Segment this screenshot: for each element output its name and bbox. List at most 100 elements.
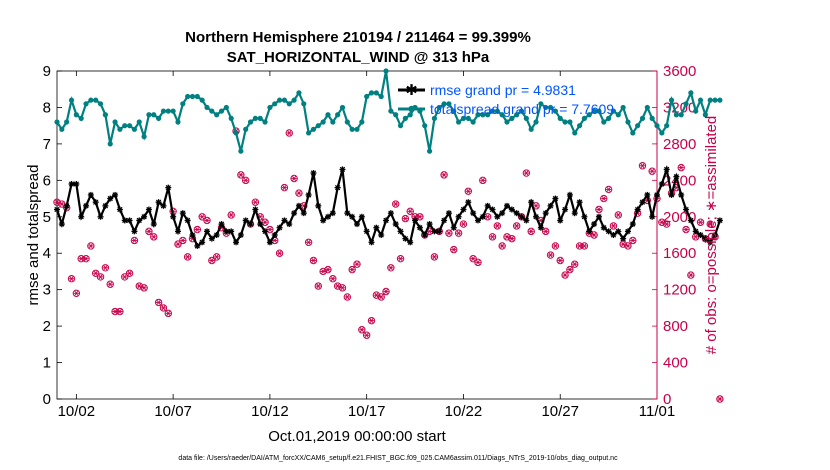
obs-point [145, 227, 153, 236]
totalspread-point [552, 108, 558, 114]
totalspread-point [465, 115, 471, 121]
totalspread-point [625, 119, 631, 125]
obs-point [614, 211, 622, 219]
y-tick-label-left: 7 [43, 136, 51, 153]
rmse-point [450, 224, 457, 231]
y-tick-label-right: 2800 [663, 136, 696, 153]
totalspread-point [233, 130, 239, 136]
totalspread-point [446, 101, 452, 107]
totalspread-point [160, 108, 167, 114]
y-tick-label-right: 3600 [663, 63, 696, 80]
rmse-point [155, 199, 162, 206]
rmse-point [702, 235, 709, 242]
totalspread-point [620, 104, 626, 111]
totalspread-point [122, 123, 128, 129]
totalspread-point [218, 108, 225, 114]
y-axis-left-ticks: 0 1 2 3 4 5 6 7 8 9 [43, 63, 62, 408]
totalspread-point [717, 97, 723, 103]
rmse-point [402, 235, 409, 242]
rmse-point [513, 210, 520, 217]
obs-point [401, 214, 410, 223]
obs-point [329, 275, 337, 283]
rmse-point [320, 217, 327, 224]
rmse-point [484, 202, 491, 209]
obs-point [367, 316, 376, 325]
totalspread-point [489, 108, 496, 114]
totalspread-point [170, 108, 176, 114]
rmse-point [552, 195, 559, 202]
y-axis-right-label: # of obs: o=possible; ∗=assimilated [703, 116, 720, 355]
rmse-point [334, 184, 341, 191]
rmse-point [586, 228, 593, 235]
totalspread-point [126, 123, 133, 129]
obs-point [512, 222, 521, 230]
rmse-point [266, 239, 273, 246]
obs-point [251, 198, 260, 206]
rmse-point [160, 202, 167, 209]
rmse-point [276, 224, 283, 231]
totalspread-point [151, 112, 157, 118]
rmse-point [199, 239, 206, 246]
totalspread-point [262, 119, 268, 125]
rmse-point [465, 199, 472, 206]
totalspread-point [668, 97, 675, 103]
rmse-point [228, 228, 235, 235]
totalspread-point [315, 123, 321, 129]
rmse-point [213, 232, 220, 238]
rmse-point [654, 191, 660, 198]
obs-point [150, 233, 158, 241]
obs-point [140, 284, 148, 292]
rmse-point [63, 202, 70, 209]
obs-point [638, 162, 647, 170]
obs-point [469, 254, 477, 263]
obs-point [193, 225, 202, 234]
rmse-point [576, 199, 583, 206]
x-tick-label: 10/02 [58, 403, 96, 420]
totalspread-point [635, 123, 641, 129]
totalspread-point [514, 112, 520, 118]
rmse-point [78, 213, 85, 220]
totalspread-point [64, 119, 70, 125]
totalspread-point [368, 90, 375, 96]
totalspread-point [683, 101, 689, 107]
obs-point [474, 258, 482, 267]
totalspread-point [707, 97, 713, 103]
legend-spread-marker [408, 105, 415, 113]
rmse-point [368, 239, 375, 246]
totalspread-point [518, 108, 525, 114]
rmse-point [533, 213, 540, 220]
y-tick-label-left: 8 [43, 99, 51, 116]
rmse-point [595, 213, 602, 220]
totalspread-point [509, 115, 515, 121]
obs-point [406, 207, 414, 216]
rmse-point [537, 224, 544, 231]
obs-point [343, 293, 352, 301]
legend: ✱ rmse grand pr = 4.9831 totalspread gra… [398, 82, 614, 117]
obs-point [696, 218, 705, 226]
rmse-point [339, 166, 346, 173]
y-tick-label-left: 9 [43, 63, 51, 80]
obs-point [154, 298, 163, 307]
obs-point [387, 264, 395, 272]
obs-point [179, 236, 187, 245]
rmse-point [634, 206, 641, 213]
rmse-point [58, 221, 65, 228]
totalspread-point [325, 112, 331, 118]
totalspread-point [606, 115, 612, 121]
obs-point [464, 187, 472, 195]
rmse-point [189, 232, 196, 238]
legend-rmse-label: rmse grand pr = 4.9831 [430, 82, 576, 98]
totalspread-point [557, 115, 563, 121]
totalspread-point [697, 97, 704, 103]
rmse-point [237, 232, 244, 238]
rmse-point [150, 221, 157, 228]
rmse-point [354, 221, 360, 228]
totalspread-point [499, 112, 505, 118]
rmse-point [262, 228, 269, 235]
rmse-point [291, 210, 298, 217]
obs-point [280, 183, 289, 192]
totalspread-point [601, 119, 607, 125]
obs-point [92, 269, 100, 277]
rmse-point [528, 199, 535, 206]
